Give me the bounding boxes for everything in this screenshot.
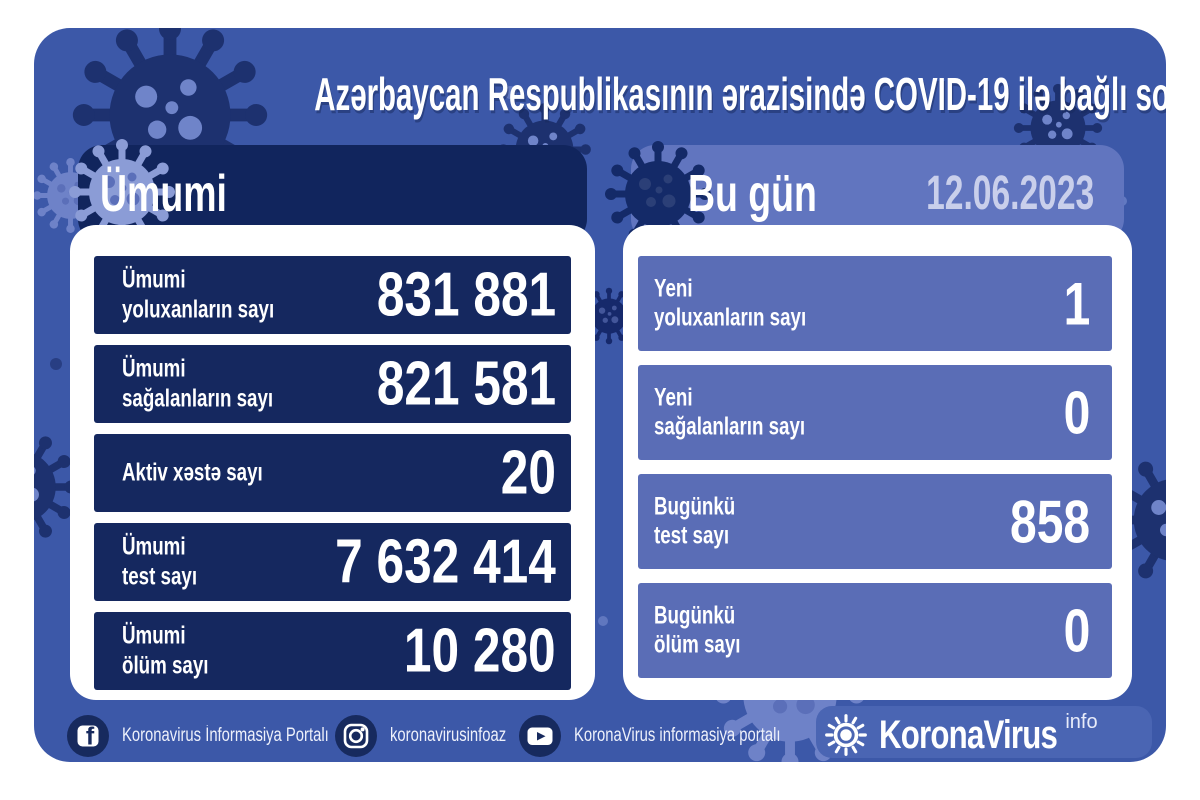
- stat-label-line1: Ümumi: [122, 621, 186, 650]
- stat-label-line2: sağalanların sayı: [122, 384, 274, 412]
- stat-label-line1: Aktiv xəstə sayı: [122, 458, 263, 487]
- page-title-text: Azərbaycan Respublikasının ərazisində CO…: [314, 68, 1166, 120]
- stat-value: 831 881: [376, 260, 556, 330]
- report-date: 12.06.2023: [925, 167, 1094, 220]
- facebook-icon: f: [67, 715, 109, 757]
- total-tests-row: Ümumi test sayı 7 632 414: [94, 523, 571, 601]
- stat-label: Ümumi ölüm sayı: [122, 622, 208, 681]
- today-header-title: Bu gün: [688, 165, 817, 223]
- stat-label-line1: Bugünkü: [654, 601, 736, 629]
- stat-value: 10 280: [404, 616, 556, 686]
- stat-label-line2: test sayı: [122, 562, 198, 590]
- stat-label-line2: sağalanların sayı: [654, 412, 806, 441]
- stat-value: 7 632 414: [335, 527, 556, 597]
- total-recovered-row: Ümumi sağalanların sayı 821 581: [94, 345, 571, 423]
- totals-panel: Ümumi yoluxanların sayı 831 881 Ümumi sa…: [70, 225, 595, 700]
- stat-value: 821 581: [376, 349, 556, 419]
- youtube-label: KoronaVirus informasiya portalı: [574, 725, 781, 746]
- today-panel: Yeni yoluxanların sayı 1 Yeni sağalanlar…: [623, 225, 1132, 700]
- stat-label: Yeni yoluxanların sayı: [654, 274, 806, 333]
- youtube-icon: [519, 715, 561, 757]
- koronavirus-logo: KoronaVirus info: [823, 711, 1098, 759]
- virus-sun-icon: [825, 714, 867, 756]
- active-cases-row: Aktiv xəstə sayı 20: [94, 434, 571, 512]
- total-infected-row: Ümumi yoluxanların sayı 831 881: [94, 256, 571, 334]
- instagram-label: koronavirusinfoaz: [390, 725, 507, 746]
- page-title: Azərbaycan Respublikasının ərazisində CO…: [34, 64, 1166, 124]
- stat-label-line2: ölüm sayı: [654, 630, 741, 659]
- stat-label: Yeni sağalanların sayı: [654, 383, 805, 442]
- stat-label: Bugünkü test sayı: [654, 492, 735, 551]
- stat-label-line1: Bugünkü: [654, 492, 736, 520]
- decorative-dot: [504, 86, 517, 99]
- stat-label-line2: test sayı: [654, 521, 730, 550]
- stat-label-line1: Yeni: [654, 383, 693, 411]
- stat-label: Ümumi yoluxanların sayı: [122, 266, 274, 325]
- stat-value: 0: [1063, 379, 1090, 446]
- stat-label-line1: Ümumi: [122, 532, 186, 561]
- stat-value: 20: [500, 438, 556, 508]
- stat-label-line1: Ümumi: [122, 265, 186, 294]
- stat-label-line2: ölüm sayı: [122, 651, 209, 679]
- instagram-link[interactable]: koronavirusinfoaz: [335, 713, 539, 759]
- decorative-dot: [598, 616, 608, 626]
- today-tests-row: Bugünkü test sayı 858: [638, 474, 1112, 569]
- decorative-dot: [50, 358, 62, 370]
- totals-header-title: Ümumi: [100, 165, 227, 223]
- new-recovered-row: Yeni sağalanların sayı 0: [638, 365, 1112, 460]
- stat-label: Bugünkü ölüm sayı: [654, 601, 740, 660]
- instagram-icon: [335, 715, 377, 757]
- stat-label-line2: yoluxanların sayı: [654, 303, 807, 332]
- stat-label: Aktiv xəstə sayı: [122, 458, 263, 488]
- infographic-card: Azərbaycan Respublikasının ərazisində CO…: [34, 28, 1166, 762]
- stat-label-line1: Yeni: [654, 274, 693, 302]
- stat-value: 1: [1063, 270, 1090, 337]
- stat-label: Ümumi test sayı: [122, 533, 197, 592]
- logo-superscript: info: [1065, 710, 1098, 733]
- logo-background-band: [816, 706, 1152, 758]
- stat-value: 858: [1009, 488, 1090, 555]
- stat-label-line1: Ümumi: [122, 354, 186, 383]
- facebook-label: Koronavirus İnformasiya Portalı: [122, 725, 329, 746]
- total-deaths-row: Ümumi ölüm sayı 10 280: [94, 612, 571, 690]
- stat-value: 0: [1063, 597, 1090, 664]
- logo-text: KoronaVirus: [879, 712, 1058, 757]
- stat-label: Ümumi sağalanların sayı: [122, 355, 273, 414]
- facebook-link[interactable]: f Koronavirus İnformasiya Portalı: [67, 713, 387, 759]
- youtube-link[interactable]: KoronaVirus informasiya portalı: [519, 713, 839, 759]
- svg-text:f: f: [86, 723, 95, 751]
- new-infected-row: Yeni yoluxanların sayı 1: [638, 256, 1112, 351]
- stat-label-line2: yoluxanların sayı: [122, 295, 275, 323]
- today-deaths-row: Bugünkü ölüm sayı 0: [638, 583, 1112, 678]
